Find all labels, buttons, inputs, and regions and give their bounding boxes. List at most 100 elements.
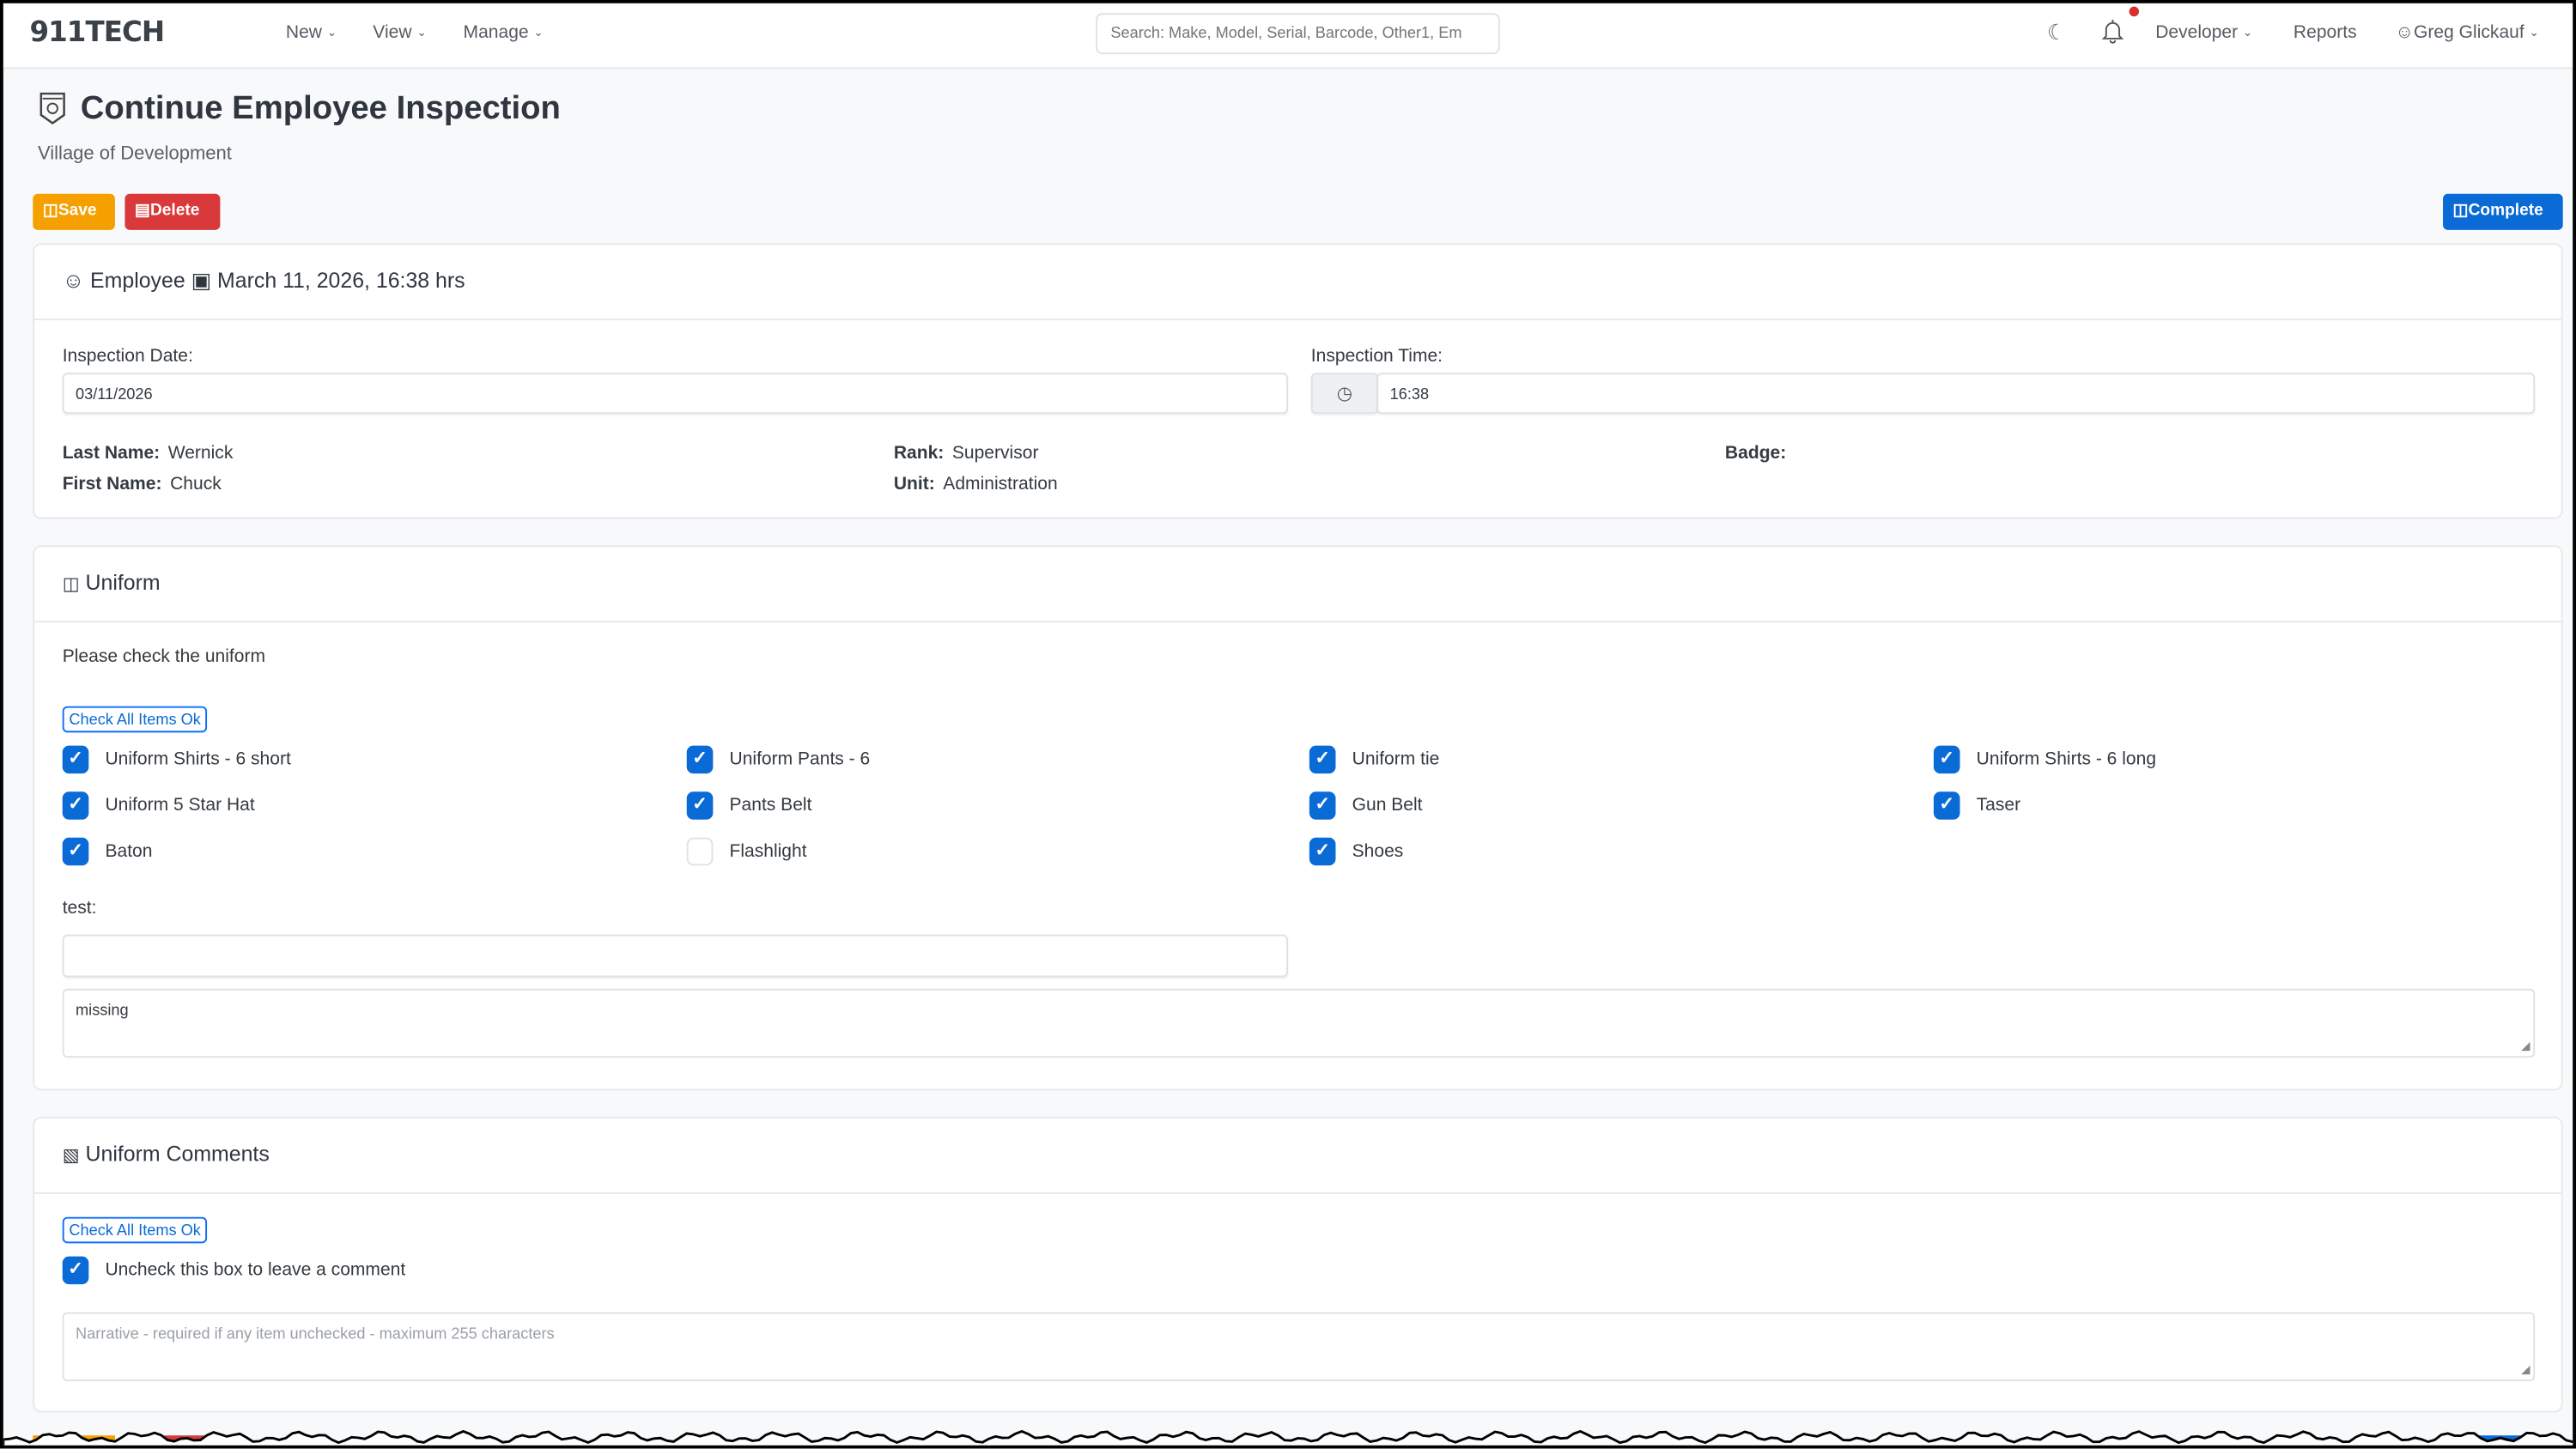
checkbox-label: Uniform tie (1352, 749, 1440, 770)
uniform-item-checkbox[interactable]: ✓ Uniform tie (1309, 745, 1440, 774)
uniform-item-checkbox[interactable]: Flashlight (686, 837, 807, 866)
label: Unit: (893, 474, 935, 494)
uniform-comment-textarea[interactable]: missing ◢ (62, 988, 2536, 1058)
uniform-instructions: Please check the uniform (62, 646, 266, 667)
uniform-card-header: ◫ Uniform (63, 570, 161, 595)
uniform-item-checkbox[interactable]: ✓ Gun Belt (1309, 791, 1423, 820)
logo[interactable]: 911TECH (29, 16, 165, 50)
shield-icon: ◫ (62, 574, 80, 595)
chevron-down-icon: ⌄ (326, 27, 337, 40)
delete-label: Delete (149, 202, 200, 221)
label: Badge: (1724, 443, 1787, 464)
nav-menu-new[interactable]: New ⌄ (286, 23, 337, 43)
save-button[interactable]: ◫Save (33, 193, 115, 230)
checkbox-label: Uniform 5 Star Hat (105, 795, 255, 815)
checkbox-label: Pants Belt (729, 795, 812, 815)
search-input[interactable] (1096, 13, 1500, 55)
delete-button[interactable]: ▤Delete (125, 193, 221, 230)
uniform-comments-header: ▧ Uniform Comments (63, 1142, 270, 1167)
rank-field: Rank: Supervisor (894, 444, 1039, 464)
uniform-item-checkbox[interactable]: ✓ Pants Belt (686, 791, 812, 820)
user-circle-icon: ☺ (2395, 22, 2415, 43)
uniform-item-checkbox[interactable]: ✓ Uniform Shirts - 6 long (1933, 745, 2157, 774)
nav-label: View (373, 22, 412, 43)
notification-dot (2129, 6, 2140, 17)
value: Supervisor (951, 443, 1039, 464)
moon-icon[interactable]: ☾ (2046, 19, 2067, 45)
checkbox-checked[interactable]: ✓ (62, 837, 89, 866)
resize-handle[interactable]: ◢ (2521, 1041, 2530, 1053)
inspection-time-input[interactable]: 16:38 (1376, 373, 2536, 415)
save-label: Save (58, 202, 97, 221)
value: Chuck (170, 474, 222, 494)
nav-menu-developer[interactable]: Developer ⌄ (2155, 23, 2252, 43)
nav-menu-manage[interactable]: Manage ⌄ (464, 23, 544, 43)
label: First Name: (62, 474, 162, 494)
resize-handle[interactable]: ◢ (2521, 1364, 2530, 1377)
uniform-item-checkbox[interactable]: ✓ Uniform Pants - 6 (686, 745, 871, 774)
check-all-items-ok-button[interactable]: Check All Items Ok (62, 706, 208, 733)
inspection-datetime: March 11, 2026, 16:38 hrs (217, 267, 465, 293)
checkbox-label: Shoes (1352, 841, 1404, 862)
uniform-item-checkbox[interactable]: ✓ Uniform 5 Star Hat (62, 791, 255, 820)
checkbox-label: Uniform Shirts - 6 short (105, 749, 291, 770)
complete-button[interactable]: ◫Complete (2443, 193, 2563, 230)
uniform-item-checkbox[interactable]: ✓ Uniform Shirts - 6 short (62, 745, 291, 774)
checkbox-unchecked[interactable] (686, 837, 714, 866)
check-all-items-ok-button[interactable]: Check All Items Ok (62, 1216, 208, 1244)
nav-menu-view[interactable]: View ⌄ (373, 23, 426, 43)
badge-field: Badge: (1725, 444, 1795, 464)
textarea-placeholder: Narrative - required if any item uncheck… (76, 1325, 555, 1344)
label: Rank: (893, 443, 945, 464)
chevron-down-icon: ⌄ (533, 27, 544, 40)
checkbox-checked[interactable]: ✓ (62, 1256, 89, 1285)
unit-field: Unit: Administration (894, 475, 1058, 494)
checkbox-checked[interactable]: ✓ (1933, 745, 1960, 774)
uniform-item-checkbox[interactable]: ✓ Shoes (1309, 837, 1404, 866)
employee-type: Employee (90, 267, 185, 293)
uniform-item-checkbox[interactable]: ✓ Baton (62, 837, 153, 866)
page-title: Continue Employee Inspection (80, 90, 561, 127)
car-icon: ▤ (134, 202, 150, 221)
notes-icon: ▧ (62, 1146, 80, 1167)
checkbox-label: Uniform Shirts - 6 long (1976, 749, 2157, 770)
nav-link-reports[interactable]: Reports (2293, 22, 2357, 43)
clock-icon: ◷ (1310, 373, 1379, 415)
employee-card: ☺ Employee ▣ March 11, 2026, 16:38 hrs I… (33, 243, 2563, 519)
checkbox-checked[interactable]: ✓ (62, 791, 89, 820)
checkbox-label: Taser (1976, 795, 2021, 815)
checkbox-label: Uniform Pants - 6 (729, 749, 871, 770)
complete-label: Complete (2468, 202, 2543, 221)
checkbox-checked[interactable]: ✓ (686, 791, 714, 820)
checkbox-checked[interactable]: ✓ (686, 745, 714, 774)
user-circle-icon: ☺ (62, 267, 85, 293)
employee-card-header: ☺ Employee ▣ March 11, 2026, 16:38 hrs (63, 268, 465, 294)
uniform-item-checkbox[interactable]: ✓ Taser (1933, 791, 2021, 820)
label: Last Name: (62, 443, 161, 464)
torn-edge (3, 1429, 2573, 1446)
bell-icon[interactable] (2101, 18, 2124, 52)
badge-shield-icon (38, 92, 67, 133)
checkbox-checked[interactable]: ✓ (1309, 837, 1336, 866)
checkbox-checked[interactable]: ✓ (62, 745, 89, 774)
divider (34, 1192, 2561, 1194)
textarea-value: missing (76, 1002, 129, 1021)
checkbox-label: Baton (105, 841, 153, 862)
last-name-field: Last Name: Wernick (63, 444, 234, 464)
checkbox-checked[interactable]: ✓ (1309, 791, 1336, 820)
test-input[interactable] (62, 934, 1289, 978)
uniform-card: ◫ Uniform Please check the uniform Check… (33, 545, 2563, 1091)
calendar-icon: ▣ (191, 267, 212, 293)
divider (34, 621, 2561, 623)
checkbox-checked[interactable]: ✓ (1933, 791, 1960, 820)
inspection-date-input[interactable]: 03/11/2026 (62, 373, 1289, 415)
uniform-title: Uniform (85, 569, 161, 595)
navbar: 911TECH New⌄ View⌄ Manage⌄ ☾ Developer⌄ … (3, 3, 2573, 70)
narrative-textarea[interactable]: Narrative - required if any item uncheck… (62, 1312, 2536, 1382)
leave-comment-checkbox[interactable]: ✓ Uncheck this box to leave a comment (62, 1256, 406, 1285)
checkbox-checked[interactable]: ✓ (1309, 745, 1336, 774)
checkbox-label: Uncheck this box to leave a comment (105, 1260, 406, 1281)
user-menu[interactable]: ☺Greg Glickauf ⌄ (2396, 23, 2539, 43)
page-subtitle: Village of Development (38, 144, 232, 165)
value: Administration (943, 474, 1058, 494)
